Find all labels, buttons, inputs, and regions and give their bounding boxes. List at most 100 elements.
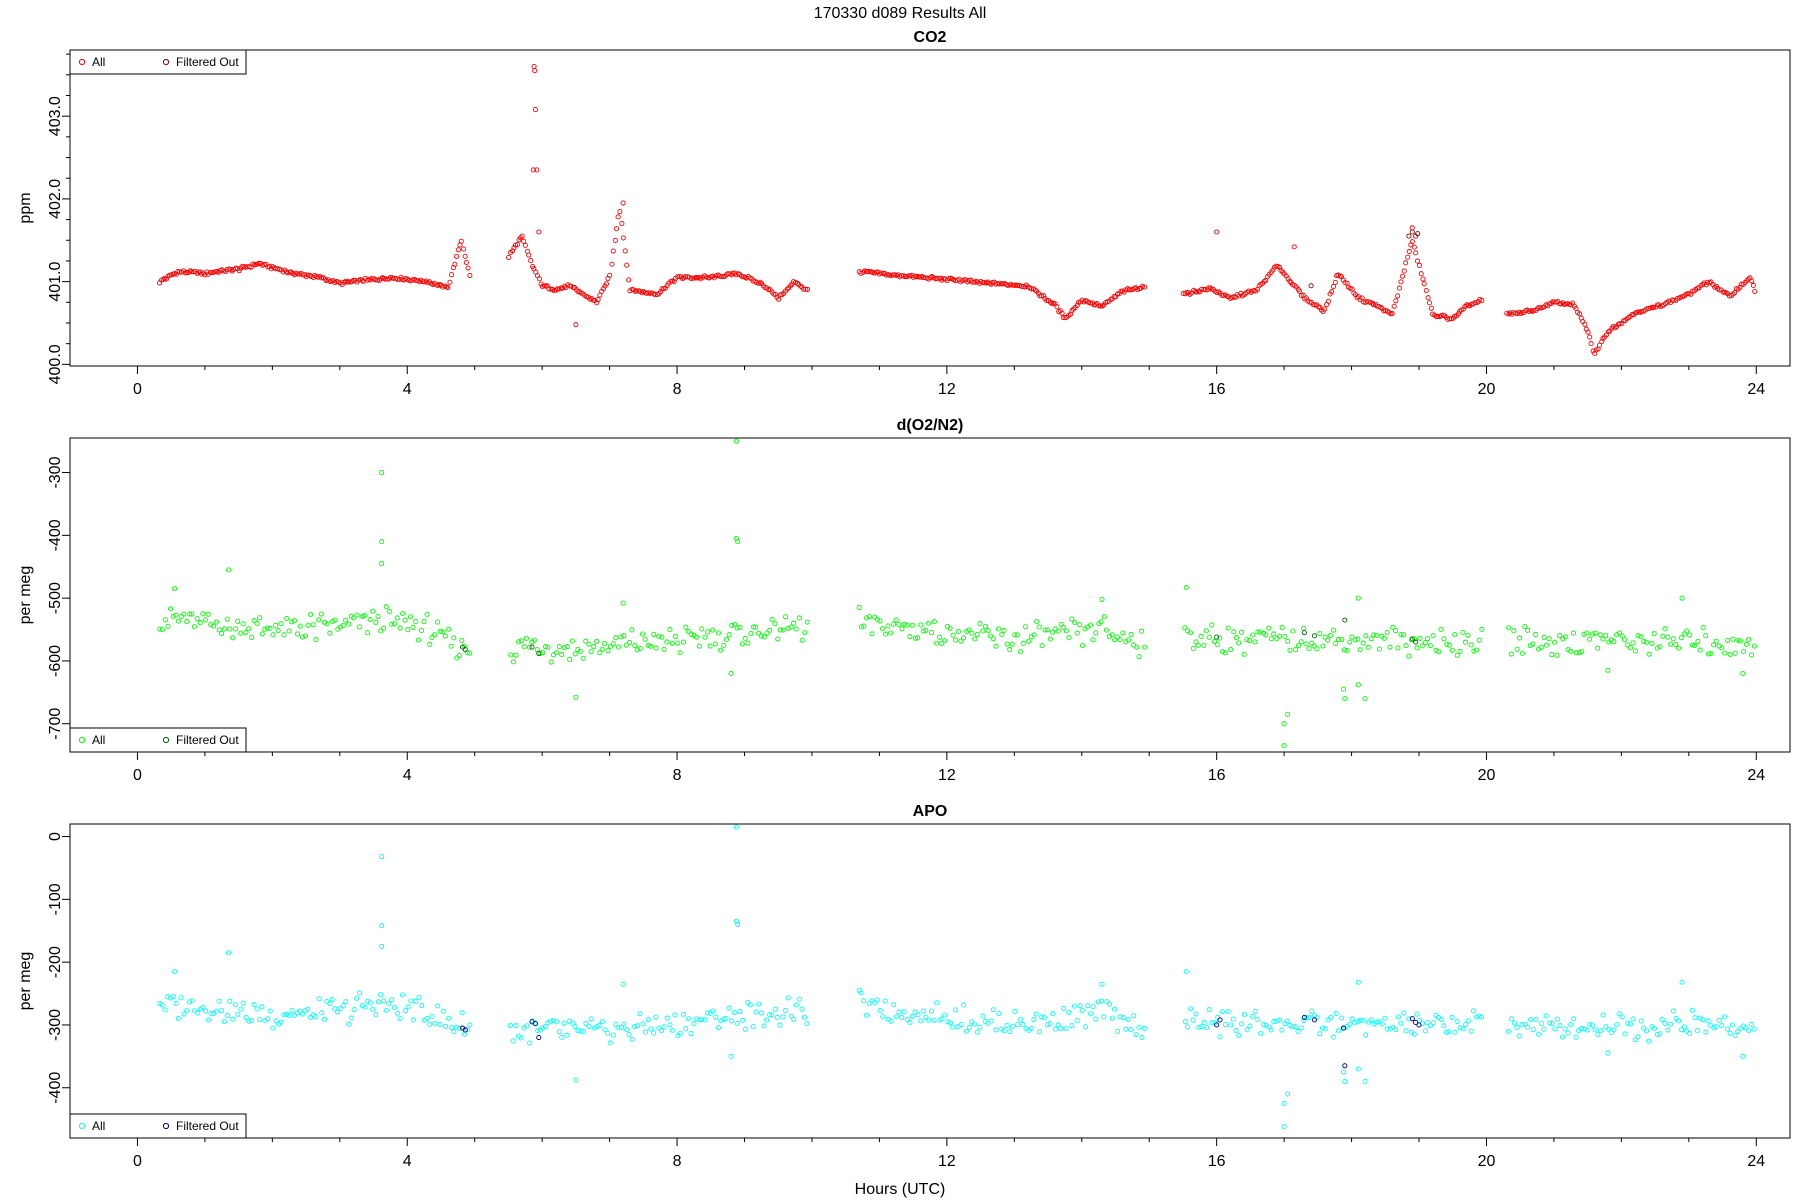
data-point — [1549, 1020, 1555, 1027]
data-point — [999, 632, 1005, 638]
data-point — [750, 624, 757, 630]
y-axis-label: per meg — [17, 952, 34, 1011]
data-point — [259, 631, 265, 637]
data-point — [445, 284, 451, 291]
data-point — [1668, 641, 1674, 647]
data-point — [1236, 1032, 1242, 1038]
data-point — [624, 262, 630, 268]
data-point — [240, 621, 246, 627]
data-point — [1409, 225, 1415, 231]
data-point — [621, 1021, 627, 1027]
data-point — [1670, 636, 1676, 642]
data-point — [1371, 632, 1377, 638]
data-point — [267, 625, 273, 631]
data-point — [602, 640, 608, 647]
data-point — [1646, 1038, 1652, 1044]
data-point — [546, 286, 552, 292]
data-point — [227, 998, 233, 1004]
x-tick-label: 20 — [1478, 767, 1496, 784]
data-point — [651, 291, 657, 297]
data-point — [1706, 651, 1712, 657]
data-point — [1576, 650, 1582, 656]
data-point — [622, 248, 628, 254]
data-point — [1541, 1026, 1547, 1032]
data-point — [1333, 641, 1339, 647]
data-point — [1395, 645, 1401, 651]
data-point — [327, 1000, 333, 1007]
data-point — [1007, 1029, 1013, 1035]
data-point — [1713, 1024, 1719, 1030]
data-point — [776, 296, 782, 302]
data-point — [1287, 278, 1293, 284]
data-point — [658, 289, 664, 295]
data-point — [1055, 628, 1061, 634]
data-point — [1085, 1003, 1091, 1009]
data-point — [1183, 584, 1189, 591]
data-point — [1015, 1022, 1021, 1028]
data-point — [637, 645, 643, 652]
data-point — [273, 1018, 279, 1024]
data-point — [718, 274, 724, 280]
data-point — [516, 639, 522, 645]
data-point — [1368, 1017, 1374, 1023]
data-point — [402, 1008, 408, 1014]
data-point — [931, 619, 937, 625]
data-point — [1368, 636, 1374, 642]
data-point — [1679, 595, 1685, 601]
y-tick-label: -100 — [47, 883, 64, 915]
data-point — [947, 1020, 953, 1026]
data-point — [1518, 311, 1524, 317]
data-point — [340, 623, 346, 629]
filtered-point — [1409, 229, 1415, 235]
data-point — [1713, 638, 1719, 644]
data-point — [1220, 649, 1226, 655]
data-point — [804, 619, 810, 625]
data-point — [920, 1008, 926, 1014]
data-point — [945, 1019, 951, 1025]
data-point — [1614, 1022, 1620, 1028]
data-point — [1427, 1023, 1433, 1029]
data-point — [1541, 634, 1547, 640]
data-point — [1317, 631, 1323, 637]
data-point — [1732, 290, 1738, 296]
data-point — [599, 646, 605, 652]
data-point — [1042, 627, 1048, 633]
data-point — [1319, 1025, 1326, 1031]
data-point — [251, 618, 257, 624]
data-point — [1244, 1027, 1250, 1033]
data-point — [1679, 979, 1685, 985]
data-point — [413, 619, 419, 625]
data-point — [1584, 1027, 1590, 1033]
data-point — [397, 625, 403, 631]
data-point — [1419, 643, 1425, 649]
data-point — [1657, 1031, 1663, 1037]
data-point — [203, 1008, 209, 1014]
data-point — [755, 1001, 762, 1007]
data-point — [556, 1029, 562, 1035]
data-point — [1252, 1008, 1258, 1014]
data-point — [1403, 260, 1409, 266]
data-point — [1320, 643, 1326, 649]
data-point — [407, 614, 414, 620]
data-point — [531, 63, 537, 70]
data-point — [1106, 1001, 1113, 1007]
data-point — [1352, 1020, 1358, 1026]
data-point — [1233, 1028, 1239, 1034]
series-all — [157, 824, 1757, 1130]
data-point — [1069, 616, 1075, 622]
data-point — [1088, 1011, 1094, 1017]
data-point — [1031, 632, 1037, 638]
data-point — [1441, 636, 1447, 642]
data-point — [966, 627, 972, 633]
data-point — [728, 1018, 734, 1024]
data-point — [349, 278, 355, 285]
data-point — [659, 634, 665, 640]
data-point — [740, 1017, 746, 1023]
data-point — [178, 995, 184, 1001]
data-point — [1740, 649, 1747, 655]
data-point — [1268, 636, 1274, 642]
filtered-point — [1308, 283, 1314, 289]
data-point — [437, 1021, 443, 1027]
data-point — [1573, 1034, 1579, 1040]
data-point — [305, 622, 311, 628]
